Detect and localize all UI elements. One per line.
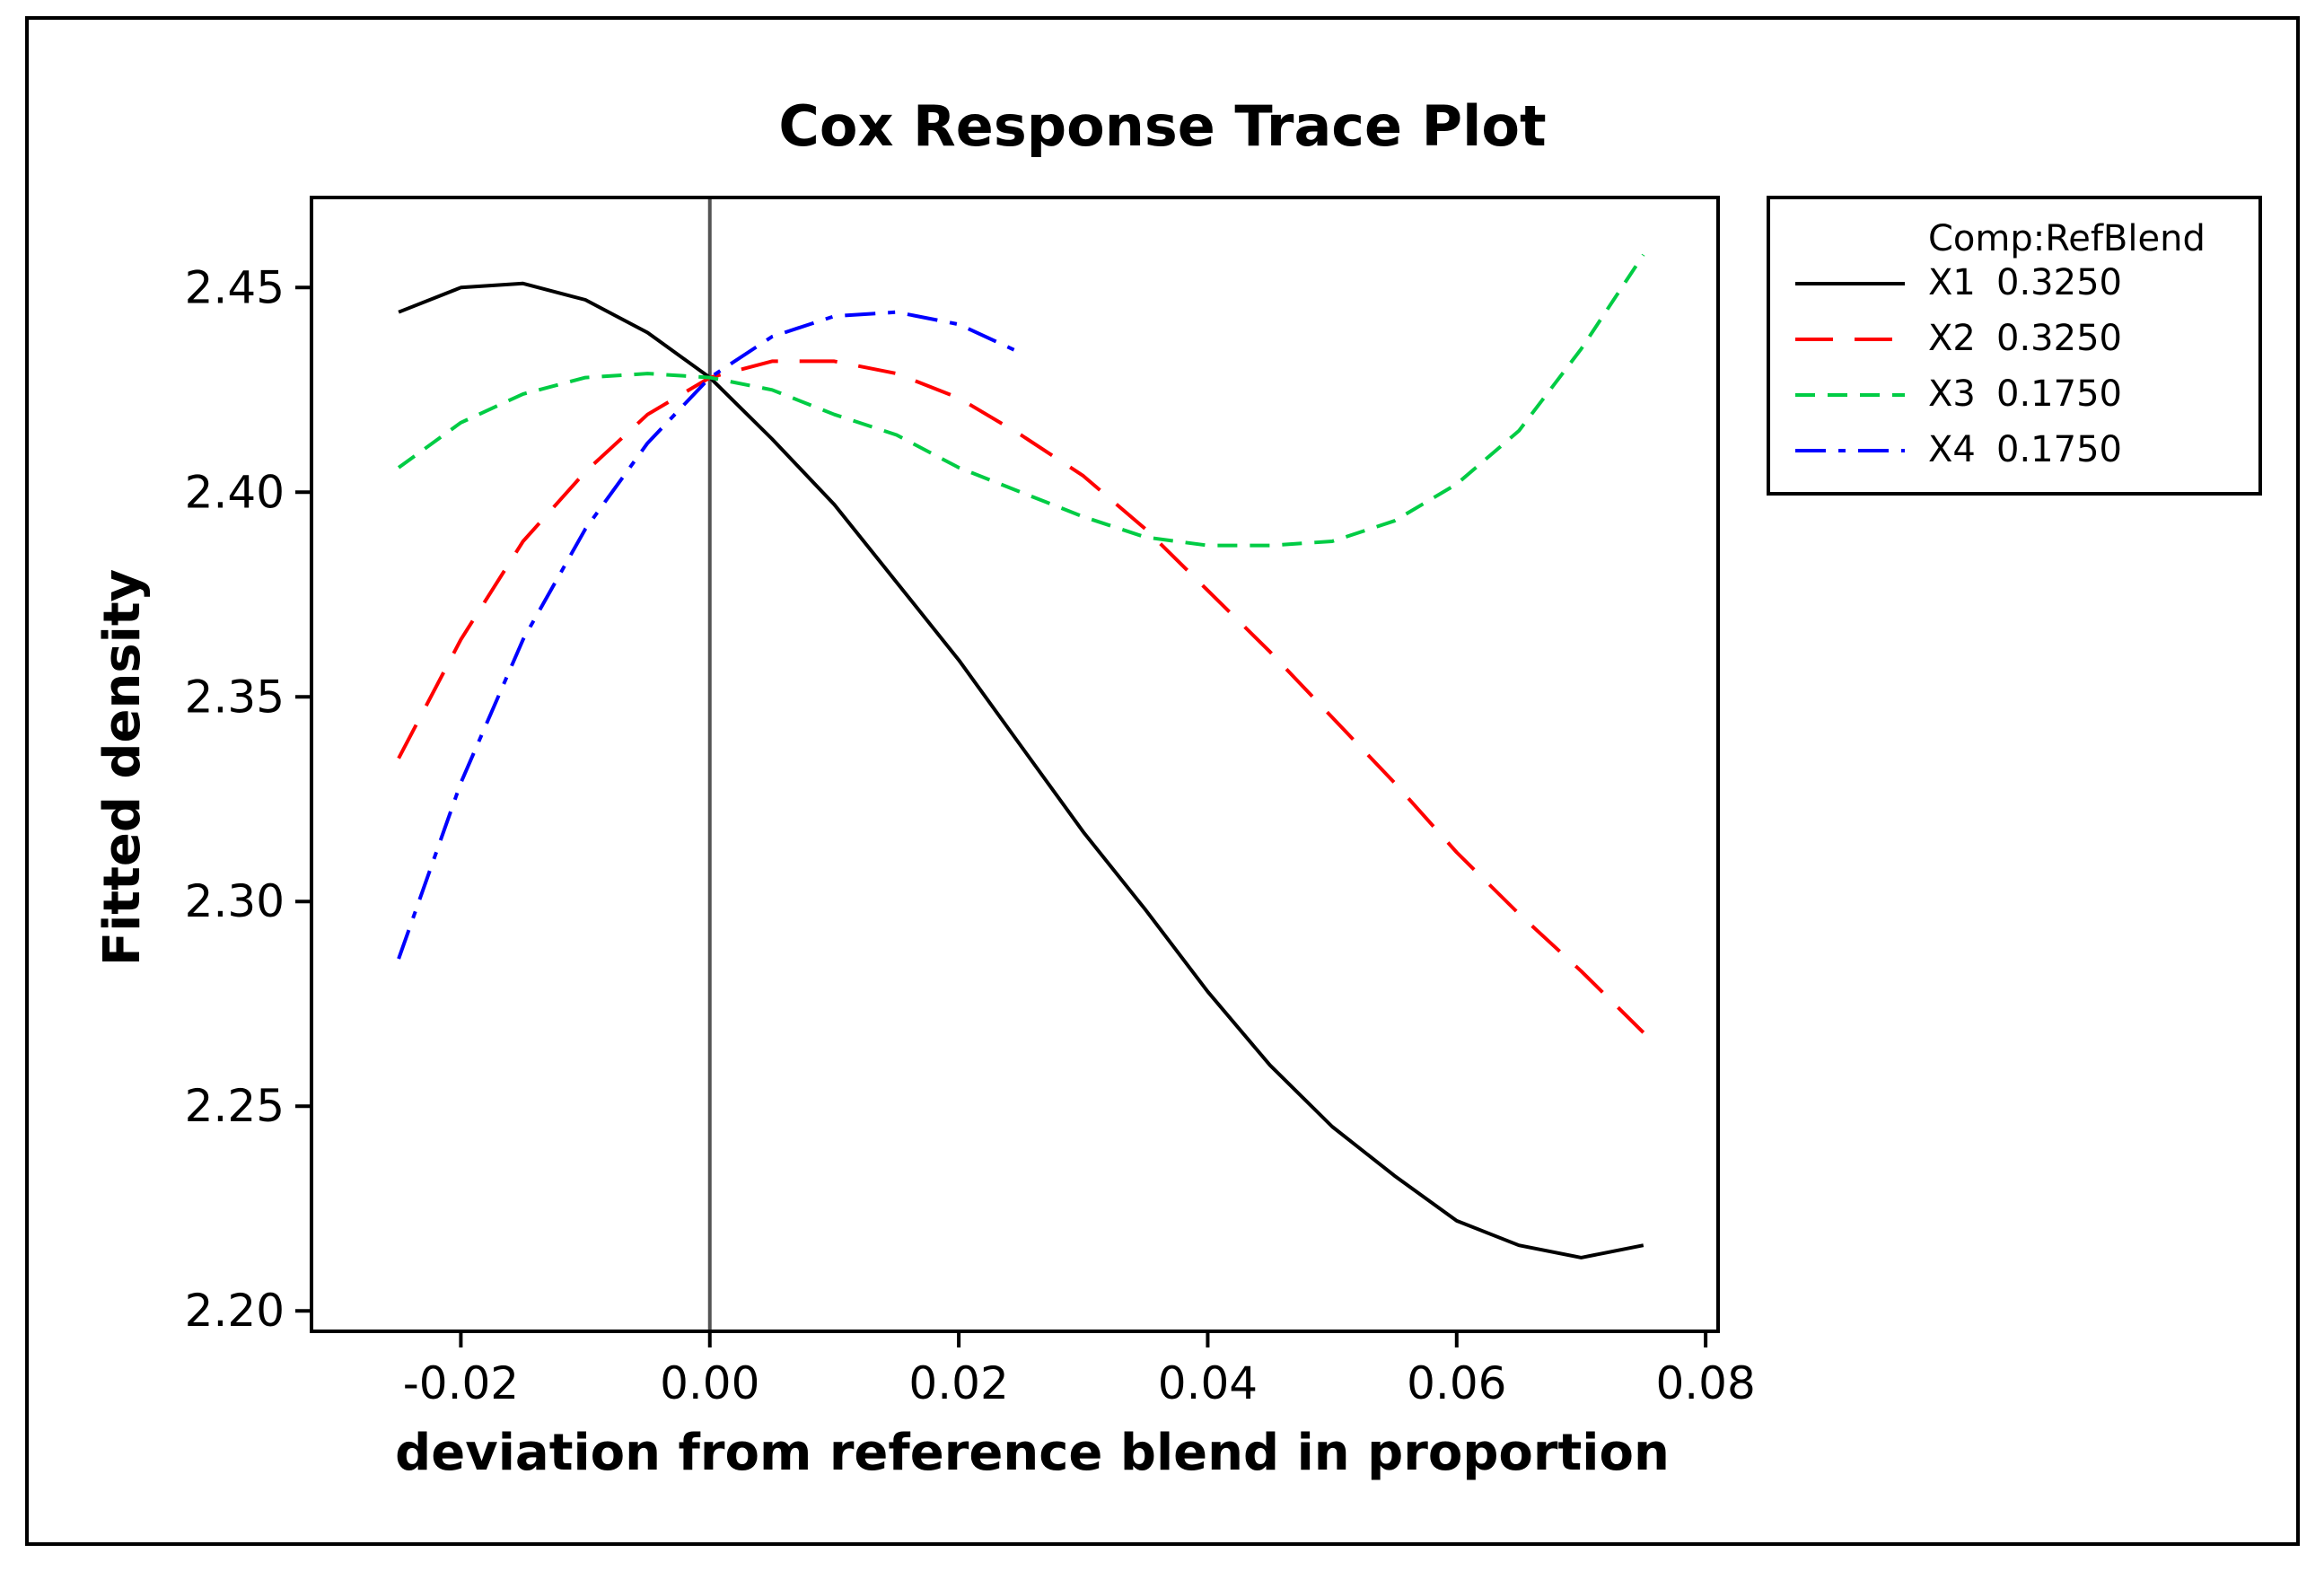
y-tick-label: 2.20 (185, 1285, 285, 1337)
series-group (397, 253, 1645, 1259)
legend-component: X3 (1928, 373, 1976, 415)
legend-component: X2 (1928, 318, 1976, 359)
y-tick-label: 2.40 (185, 466, 285, 518)
y-axis-ticks: 2.20 2.25 2.30 2.35 2.40 2.45 (185, 261, 311, 1337)
series-line-x4 (397, 310, 1022, 960)
y-tick-label: 2.30 (185, 875, 285, 927)
legend-component: X4 (1928, 429, 1976, 470)
x-axis-ticks: -0.02 0.00 0.02 0.04 0.06 0.08 (403, 1331, 1756, 1409)
legend-value: 0.3250 (1996, 318, 2122, 359)
series-line-x2 (397, 359, 1645, 1034)
legend-value: 0.3250 (1996, 262, 2122, 303)
legend-frame (1767, 196, 2262, 496)
y-tick-label: 2.35 (185, 671, 285, 723)
x-tick-label: 0.02 (908, 1357, 1008, 1409)
legend-entries: X1 0.3250 X2 0.3250 X3 0.1750 X4 0.1750 (1795, 262, 2122, 470)
x-tick-label: 0.00 (660, 1357, 759, 1409)
x-tick-label: 0.04 (1158, 1357, 1258, 1409)
x-tick-label: 0.06 (1407, 1357, 1506, 1409)
legend-value: 0.1750 (1996, 373, 2122, 415)
y-axis-label: Fitted density (93, 569, 152, 966)
x-tick-label: 0.08 (1655, 1357, 1755, 1409)
series-line-x3 (397, 253, 1645, 548)
y-tick-label: 2.25 (185, 1080, 285, 1132)
chart-title: Cox Response Trace Plot (778, 93, 1546, 159)
legend: Comp:RefBlend X1 0.3250 X2 0.3250 X3 0.1750 X4… (1767, 196, 2262, 496)
x-tick-label: -0.02 (403, 1357, 519, 1409)
plot-area-frame (310, 196, 1720, 1333)
y-tick-label: 2.45 (185, 261, 285, 313)
legend-header: Comp:RefBlend (1928, 218, 2206, 259)
x-axis-label: deviation from reference blend in propor… (395, 1424, 1670, 1482)
series-line-x1 (398, 281, 1644, 1259)
legend-component: X1 (1928, 262, 1976, 303)
legend-value: 0.1750 (1996, 429, 2122, 470)
